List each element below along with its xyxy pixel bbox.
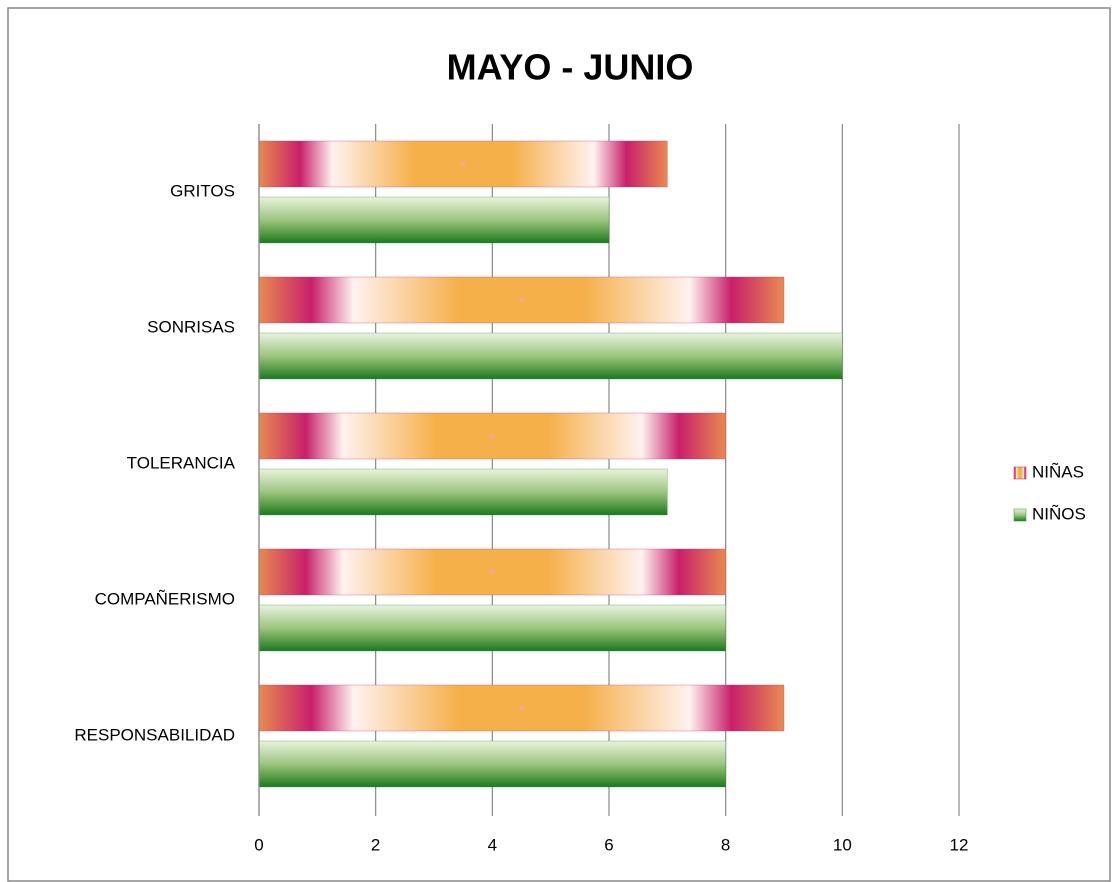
x-tick-label: 12 [950, 835, 969, 854]
bar [258, 740, 726, 788]
legend-swatch [1013, 508, 1027, 522]
bar [258, 196, 610, 244]
y-tick-label: SONRISAS [147, 317, 235, 336]
bar [258, 604, 726, 652]
y-tick-label: RESPONSABILIDAD [74, 725, 235, 744]
bar-highlight [470, 552, 515, 592]
y-tick-label: TOLERANCIA [127, 453, 236, 472]
x-tick-label: 0 [254, 835, 263, 854]
chart-title: MAYO - JUNIO [447, 47, 694, 88]
bar [258, 468, 668, 516]
legend-label: NIÑAS [1032, 462, 1084, 481]
bar-highlight [499, 280, 544, 320]
y-tick-label: COMPAÑERISMO [95, 589, 235, 608]
bar-highlight [470, 416, 515, 456]
legend-swatch [1013, 466, 1027, 480]
bar [258, 332, 843, 380]
y-tick-label: GRITOS [170, 181, 235, 200]
x-tick-label: 4 [488, 835, 497, 854]
bar-highlight [499, 688, 544, 728]
x-tick-label: 6 [604, 835, 613, 854]
x-tick-label: 8 [721, 835, 730, 854]
bar-highlight [441, 144, 486, 184]
x-tick-label: 10 [833, 835, 852, 854]
legend-label: NIÑOS [1032, 504, 1086, 523]
x-tick-label: 2 [371, 835, 380, 854]
